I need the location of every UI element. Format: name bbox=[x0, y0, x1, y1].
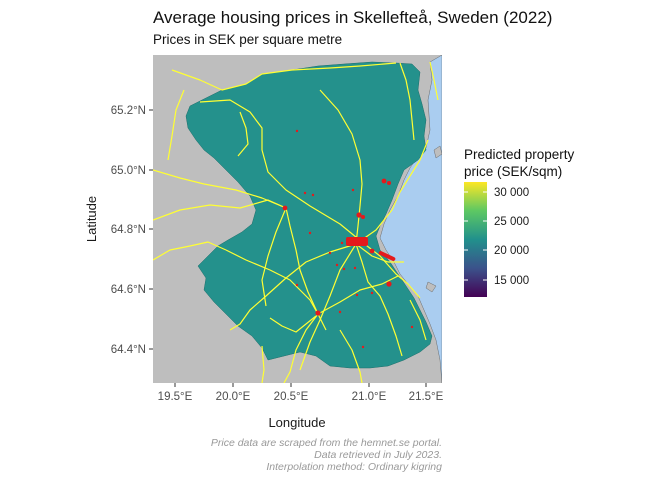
legend-label: 15 000 bbox=[494, 275, 529, 287]
y-tick-label: 65.0°N bbox=[111, 165, 146, 177]
x-tick-label: 19.5°E bbox=[158, 391, 193, 403]
price-point bbox=[335, 263, 339, 267]
y-tick-label: 64.8°N bbox=[111, 224, 146, 236]
road-network bbox=[153, 61, 439, 383]
axis-ticks bbox=[149, 109, 427, 387]
x-tick-label: 20.0°E bbox=[216, 391, 251, 403]
price-point bbox=[308, 231, 312, 235]
legend-ticks bbox=[464, 191, 487, 281]
price-point bbox=[342, 267, 346, 271]
island-shape bbox=[433, 145, 442, 159]
x-axis-title: Longitude bbox=[268, 415, 325, 430]
caption: Price data are scraped from the hemnet.s… bbox=[211, 437, 442, 473]
legend-title: Predicted property price (SEK/sqm) bbox=[464, 146, 574, 180]
map-title: Average housing prices in Skellefteå, Sw… bbox=[153, 8, 553, 27]
legend-label: 30 000 bbox=[494, 187, 529, 199]
sea-area bbox=[379, 55, 442, 383]
caption-line1: Price data are scraped from the hemnet.s… bbox=[210, 437, 442, 449]
y-tick-label: 64.6°N bbox=[111, 284, 146, 296]
price-point bbox=[315, 310, 321, 316]
price-point bbox=[295, 129, 299, 133]
price-point bbox=[387, 181, 391, 185]
legend-label: 20 000 bbox=[494, 245, 529, 257]
urban-cluster-marker bbox=[346, 237, 368, 246]
price-point bbox=[295, 283, 299, 287]
price-point bbox=[369, 248, 375, 254]
price-point bbox=[381, 178, 387, 184]
price-point bbox=[311, 193, 315, 197]
caption-line3: Interpolation method: Ordinary kigring bbox=[266, 461, 442, 473]
legend-title-line2: price (SEK/sqm) bbox=[464, 164, 563, 179]
price-point bbox=[353, 266, 357, 270]
y-tick-label: 64.4°N bbox=[111, 344, 146, 356]
price-points bbox=[282, 129, 414, 349]
price-point bbox=[386, 281, 392, 287]
price-point bbox=[356, 212, 362, 218]
cluster-marker bbox=[378, 251, 396, 261]
legend-colorbar bbox=[464, 182, 487, 297]
map-subtitle: Prices in SEK per square metre bbox=[153, 32, 343, 47]
price-point bbox=[303, 191, 307, 195]
x-tick-label: 21.5°E bbox=[409, 391, 444, 403]
price-point bbox=[282, 205, 288, 211]
price-point bbox=[328, 251, 332, 255]
price-point bbox=[361, 345, 365, 349]
x-tick-label: 20.5°E bbox=[274, 391, 309, 403]
price-point bbox=[370, 291, 374, 295]
island-shape bbox=[425, 281, 437, 293]
y-tick-label: 65.2°N bbox=[111, 105, 146, 117]
x-tick-label: 21.0°E bbox=[352, 391, 387, 403]
map-panel bbox=[153, 55, 442, 383]
legend-label: 25 000 bbox=[494, 216, 529, 228]
y-axis-title: Latitude bbox=[84, 196, 99, 242]
price-point bbox=[351, 188, 355, 192]
price-point bbox=[361, 215, 365, 219]
price-point bbox=[355, 293, 359, 297]
price-point bbox=[410, 325, 414, 329]
legend-title-line1: Predicted property bbox=[464, 147, 575, 162]
price-point bbox=[340, 241, 344, 245]
caption-line2: Data retrieved in July 2023. bbox=[314, 449, 442, 461]
price-point bbox=[338, 310, 342, 314]
